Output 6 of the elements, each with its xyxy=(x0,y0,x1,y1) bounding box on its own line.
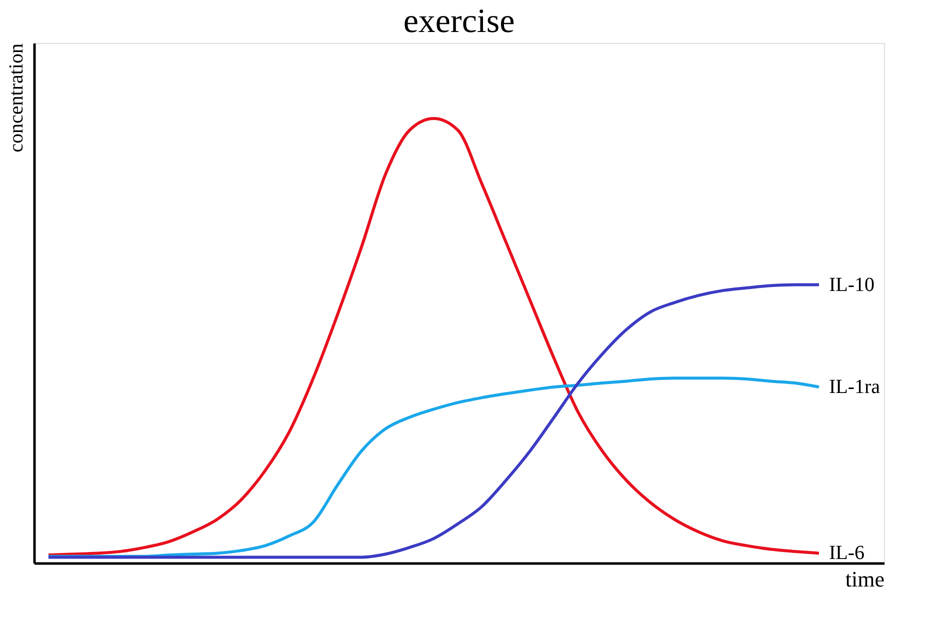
series-label: IL-1ra xyxy=(828,376,880,398)
chart-title: exercise xyxy=(403,3,515,40)
series-label: IL-10 xyxy=(828,274,875,296)
y-axis-title: concentration xyxy=(6,44,28,152)
series-label: IL-6 xyxy=(828,542,865,564)
x-axis-title: time xyxy=(845,566,884,592)
